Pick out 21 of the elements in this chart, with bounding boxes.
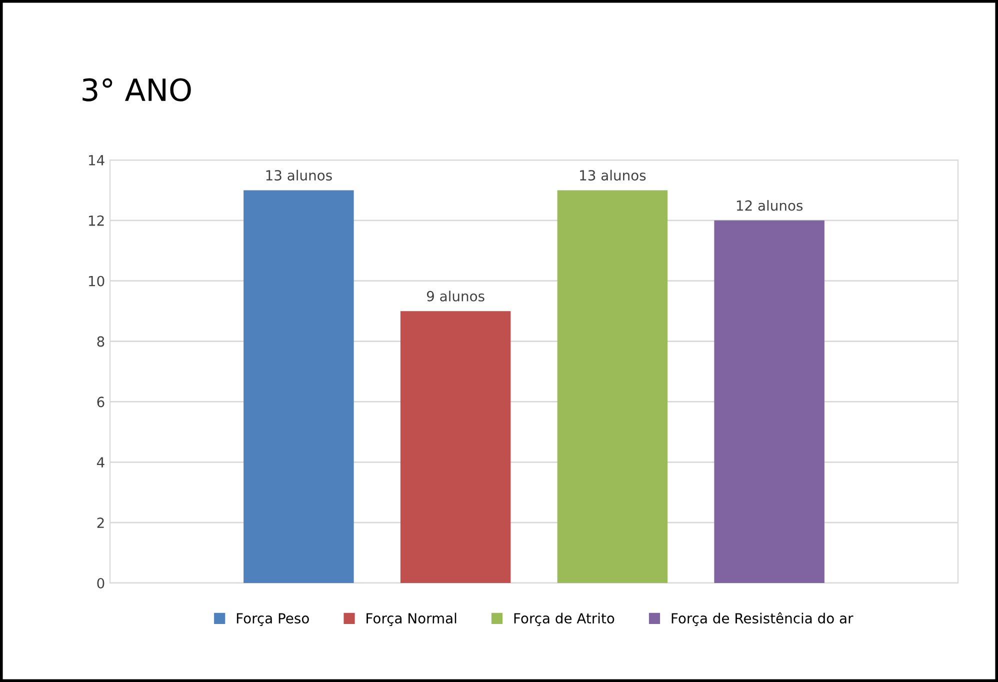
bar (400, 311, 511, 583)
y-tick-label: 4 (96, 457, 104, 468)
y-tick-label: 0 (97, 578, 104, 588)
bar (244, 190, 354, 583)
data-label: 13 alunos (266, 170, 332, 181)
bar (714, 220, 824, 583)
legend-label: Força de Resistência do ar (672, 612, 854, 626)
data-label: 9 alunos (426, 290, 484, 302)
bar (557, 190, 668, 583)
legend-label: Força Peso (236, 613, 309, 626)
chart-title: 3° ANO (82, 78, 191, 102)
y-tick-label: 10 (88, 276, 104, 286)
y-tick-label: 12 (88, 215, 104, 226)
data-label: 12 alunos (736, 200, 803, 211)
legend-label: Força de Atrito (514, 612, 614, 626)
y-tick-label: 6 (97, 396, 104, 408)
data-label: 13 alunos (580, 170, 646, 181)
legend-label: Força Normal (366, 612, 456, 626)
y-tick-label: 14 (88, 155, 104, 166)
y-tick-label: 2 (97, 518, 104, 528)
y-tick-label: 8 (97, 336, 104, 347)
